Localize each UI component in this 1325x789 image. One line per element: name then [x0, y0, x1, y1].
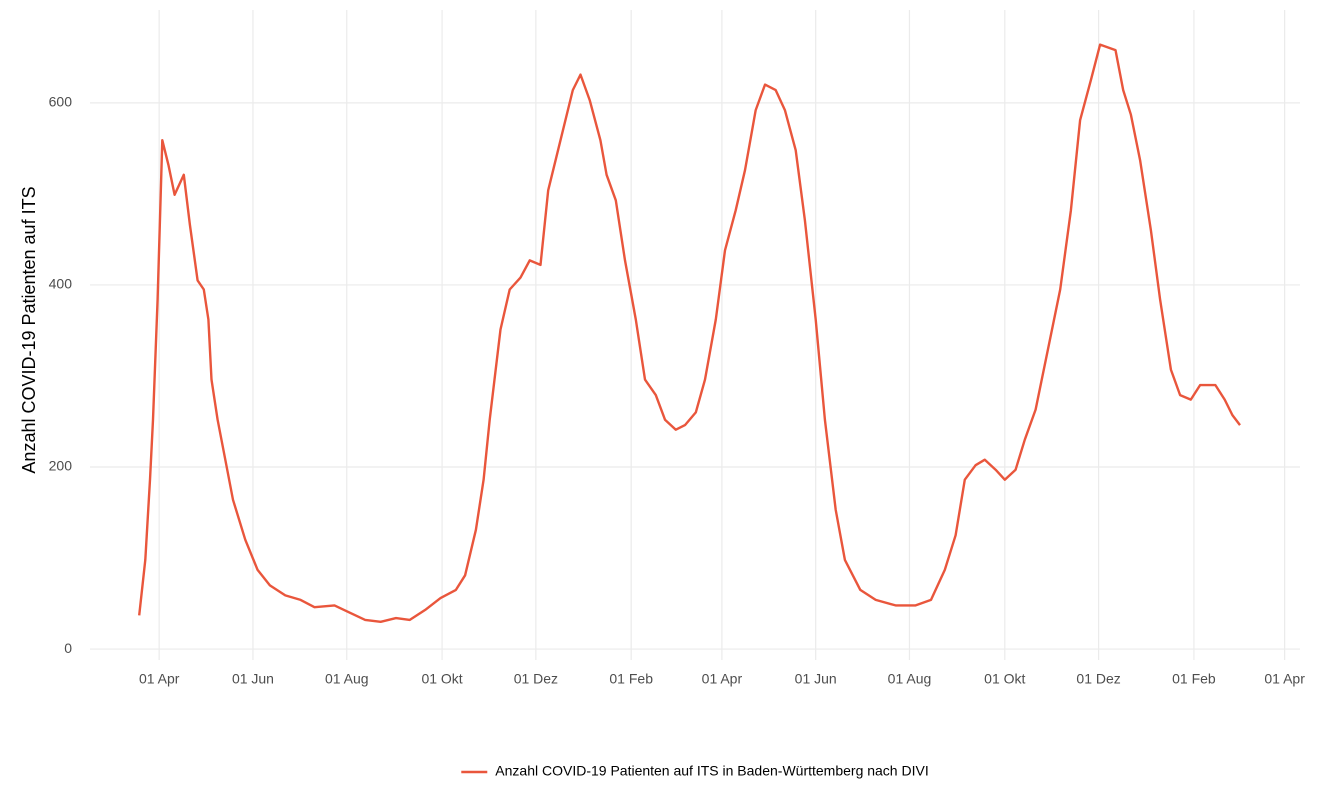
x-tick-label: 01 Jun	[795, 671, 837, 687]
legend-label: Anzahl COVID-19 Patienten auf ITS in Bad…	[495, 763, 928, 779]
y-tick-label: 0	[64, 640, 72, 656]
legend: Anzahl COVID-19 Patienten auf ITS in Bad…	[461, 763, 929, 779]
y-axis-title: Anzahl COVID-19 Patienten auf ITS	[19, 186, 39, 473]
y-tick-label: 600	[49, 94, 73, 110]
x-tick-label: 01 Feb	[1172, 671, 1216, 687]
series-line	[138, 43, 1241, 623]
x-tick-label: 01 Dez	[1076, 671, 1120, 687]
x-tick-label: 01 Jun	[232, 671, 274, 687]
x-tick-label: 01 Okt	[421, 671, 462, 687]
x-tick-label: 01 Okt	[984, 671, 1025, 687]
y-tick-label: 400	[49, 276, 73, 292]
x-tick-label: 01 Apr	[139, 671, 180, 687]
x-tick-label: 01 Dez	[514, 671, 558, 687]
grid	[90, 10, 1300, 660]
x-tick-label: 01 Aug	[888, 671, 932, 687]
y-tick-label: 200	[49, 458, 73, 474]
x-tick-label: 01 Apr	[702, 671, 743, 687]
x-tick-label: 01 Apr	[1264, 671, 1305, 687]
x-tick-label: 01 Aug	[325, 671, 369, 687]
x-tick-label: 01 Feb	[609, 671, 653, 687]
